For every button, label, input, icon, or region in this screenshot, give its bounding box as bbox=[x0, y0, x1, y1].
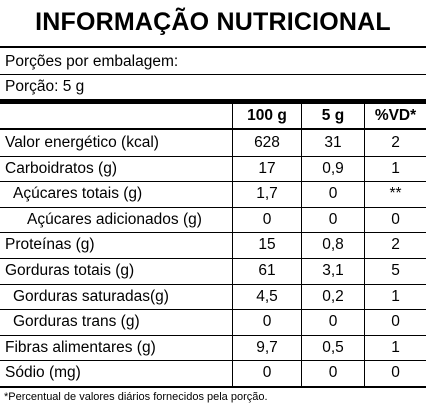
row-divider bbox=[0, 181, 426, 182]
serving-size: Porção: 5 g bbox=[5, 78, 85, 95]
header-thick-divider bbox=[0, 99, 426, 104]
value-daily-percent: ** bbox=[389, 185, 402, 203]
table-row: Sódio (mg) 0 0 0 bbox=[0, 360, 426, 386]
servings-per-package: Porções por embalagem: bbox=[5, 53, 179, 70]
value-per-serving: 0,2 bbox=[322, 287, 344, 305]
value-daily-percent: 5 bbox=[391, 262, 400, 279]
value-daily-percent: 0 bbox=[391, 364, 400, 382]
row-divider bbox=[0, 360, 426, 361]
value-per-100g: 4,5 bbox=[256, 287, 278, 305]
value-per-100g: 61 bbox=[258, 262, 276, 279]
value-per-serving: 0 bbox=[328, 313, 338, 331]
column-header-vd: %VD* bbox=[374, 107, 417, 124]
column-divider-3 bbox=[364, 104, 365, 386]
table-row: Carboidratos (g) 17 0,9 1 bbox=[0, 156, 426, 182]
nutrient-name: Valor energético (kcal) bbox=[5, 134, 159, 151]
value-per-serving: 0,9 bbox=[322, 159, 344, 177]
table-row: Gorduras saturadas(g) 4,5 0,2 1 bbox=[0, 284, 426, 310]
nutrient-name: Açúcares totais (g) bbox=[13, 185, 143, 203]
value-per-serving: 31 bbox=[324, 134, 342, 151]
column-header-100g: 100 g bbox=[247, 107, 287, 124]
value-per-serving: 0 bbox=[328, 364, 338, 382]
footnote: *Percentual de valores diários fornecido… bbox=[4, 391, 268, 403]
title-divider bbox=[0, 46, 426, 48]
value-per-100g: 9,7 bbox=[256, 338, 278, 356]
row-divider bbox=[0, 284, 426, 285]
row-divider bbox=[0, 335, 426, 336]
value-daily-percent: 0 bbox=[391, 313, 400, 331]
value-per-serving: 0 bbox=[328, 185, 338, 203]
column-header-serving: 5 g bbox=[321, 107, 345, 124]
value-daily-percent: 0 bbox=[391, 210, 400, 228]
column-header-divider bbox=[0, 128, 426, 130]
value-per-serving: 3,1 bbox=[322, 262, 344, 279]
value-daily-percent: 2 bbox=[391, 236, 400, 254]
table-row: Açúcares totais (g) 1,7 0 ** bbox=[0, 181, 426, 207]
value-per-100g: 17 bbox=[258, 159, 276, 177]
value-per-serving: 0 bbox=[328, 210, 338, 228]
nutrient-name: Açúcares adicionados (g) bbox=[27, 210, 202, 228]
table-row: Proteínas (g) 15 0,8 2 bbox=[0, 232, 426, 258]
row-divider bbox=[0, 258, 426, 259]
column-divider-1 bbox=[232, 104, 233, 386]
meta-divider bbox=[0, 74, 426, 75]
value-per-100g: 1,7 bbox=[256, 185, 278, 203]
nutrient-name: Sódio (mg) bbox=[5, 364, 81, 382]
nutrient-name: Gorduras trans (g) bbox=[13, 313, 140, 331]
nutrient-name: Carboidratos (g) bbox=[5, 159, 117, 177]
label-title: INFORMAÇÃO NUTRICIONAL bbox=[35, 8, 391, 36]
nutrient-name: Proteínas (g) bbox=[5, 236, 95, 254]
value-per-100g: 0 bbox=[262, 364, 272, 382]
value-daily-percent: 2 bbox=[391, 134, 400, 151]
table-row: Gorduras totais (g) 61 3,1 5 bbox=[0, 258, 426, 284]
column-divider-2 bbox=[301, 104, 302, 386]
value-per-serving: 0,8 bbox=[322, 236, 344, 254]
nutrient-name: Fibras alimentares (g) bbox=[5, 338, 156, 356]
table-row: Fibras alimentares (g) 9,7 0,5 1 bbox=[0, 335, 426, 361]
value-per-serving: 0,5 bbox=[322, 338, 344, 356]
value-daily-percent: 1 bbox=[391, 338, 400, 356]
nutrient-name: Gorduras saturadas(g) bbox=[13, 287, 169, 305]
value-daily-percent: 1 bbox=[391, 159, 400, 177]
table-row: Valor energético (kcal) 628 31 2 bbox=[0, 130, 426, 156]
table-bottom-divider bbox=[0, 386, 426, 388]
value-per-100g: 628 bbox=[254, 134, 280, 151]
row-divider bbox=[0, 207, 426, 208]
table-row: Açúcares adicionados (g) 0 0 0 bbox=[0, 207, 426, 233]
value-per-100g: 15 bbox=[258, 236, 276, 254]
value-per-100g: 0 bbox=[262, 313, 272, 331]
table-row: Gorduras trans (g) 0 0 0 bbox=[0, 309, 426, 335]
row-divider bbox=[0, 156, 426, 157]
nutrient-name: Gorduras totais (g) bbox=[5, 262, 135, 279]
value-per-100g: 0 bbox=[262, 210, 272, 228]
row-divider bbox=[0, 232, 426, 233]
value-daily-percent: 1 bbox=[391, 287, 400, 305]
row-divider bbox=[0, 309, 426, 310]
